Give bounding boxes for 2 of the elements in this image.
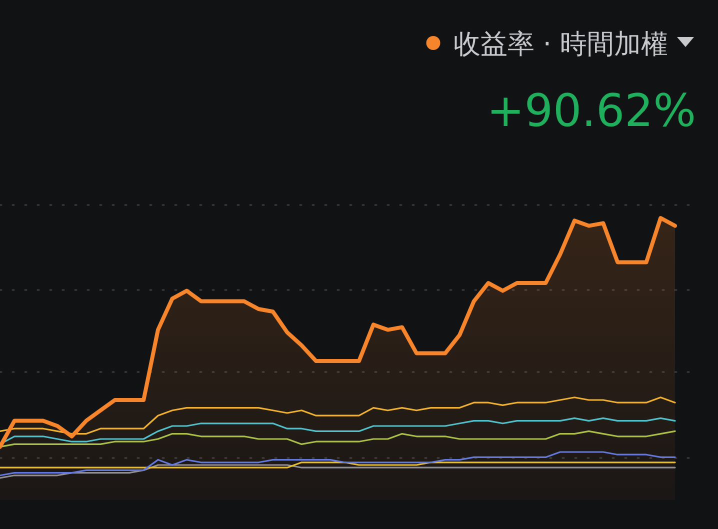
- text: +90.62%: [486, 84, 696, 137]
- legend: 收益率 · 時間加權: [426, 29, 668, 60]
